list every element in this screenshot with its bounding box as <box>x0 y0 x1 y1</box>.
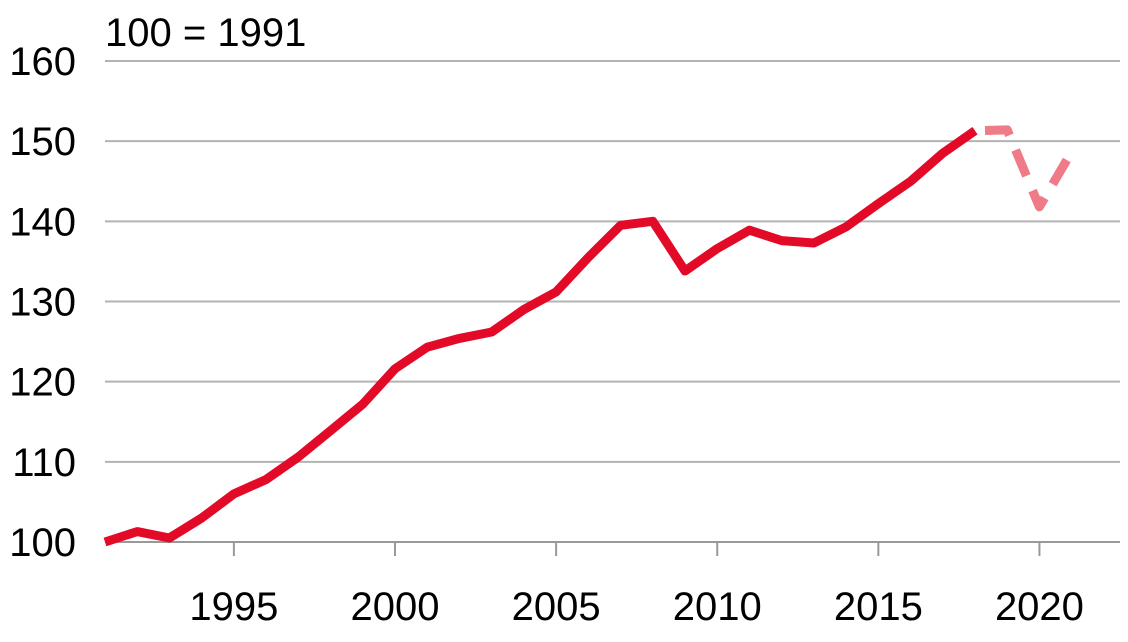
actual-line <box>103 127 978 547</box>
y-tick-label-130: 130 <box>9 281 76 325</box>
x-tick-label-2020: 2020 <box>995 585 1084 629</box>
x-axis-ticks: 1995 2000 2005 2010 2015 2020 <box>189 542 1084 629</box>
x-tick-label-2005: 2005 <box>512 585 601 629</box>
y-tick-label-150: 150 <box>9 120 76 164</box>
y-tick-label-110: 110 <box>12 441 76 485</box>
y-tick-label-160: 160 <box>9 40 76 84</box>
x-tick-label-2015: 2015 <box>834 585 923 629</box>
gridlines <box>105 60 1120 543</box>
index-base-note: 100 = 1991 <box>105 11 306 55</box>
y-tick-label-100: 100 <box>9 521 76 565</box>
forecast-line <box>974 125 1076 212</box>
x-tick-label-2010: 2010 <box>673 585 762 629</box>
x-tick-label-2000: 2000 <box>351 585 440 629</box>
series-layer <box>103 125 1076 547</box>
y-tick-label-120: 120 <box>9 361 76 405</box>
y-tick-label-140: 140 <box>9 200 76 244</box>
y-axis-ticks: 100 110 120 130 140 150 160 <box>9 40 76 565</box>
x-tick-label-1995: 1995 <box>189 585 278 629</box>
